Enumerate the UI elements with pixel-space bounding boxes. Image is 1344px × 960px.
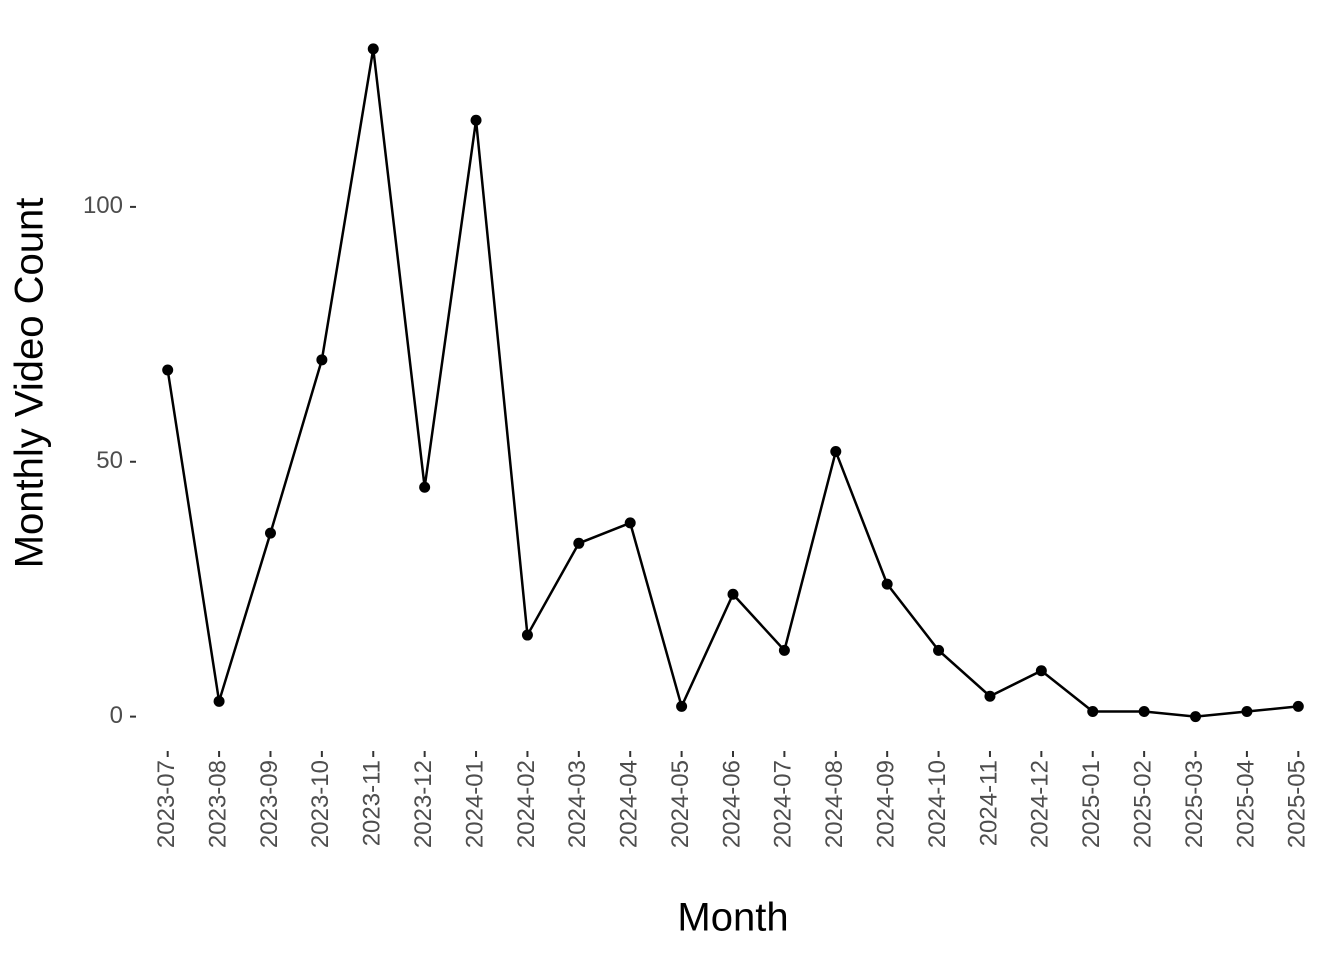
x-tick-label: 2025-01	[1078, 760, 1105, 848]
point	[1035, 665, 1047, 677]
y-tick-label: 100	[83, 192, 123, 219]
point	[316, 354, 328, 366]
point	[367, 43, 379, 55]
x-tick-label: 2024-03	[564, 760, 591, 848]
point	[521, 629, 533, 641]
point	[881, 578, 893, 590]
point	[933, 644, 945, 656]
x-tick-label: 2024-08	[821, 760, 848, 848]
x-tick-label: 2023-12	[410, 760, 437, 848]
point	[676, 700, 688, 712]
point	[624, 517, 636, 529]
point	[1190, 711, 1202, 723]
x-tick-label: 2024-11	[975, 760, 1002, 846]
x-tick-label: 2023-09	[256, 760, 283, 848]
point	[778, 644, 790, 656]
point	[1138, 706, 1150, 718]
point	[1087, 706, 1099, 718]
x-tick-label: 2024-01	[461, 760, 488, 848]
point	[1241, 706, 1253, 718]
x-tick-label: 2025-05	[1284, 760, 1311, 848]
x-tick-label: 2025-03	[1181, 760, 1208, 848]
x-tick-label: 2023-08	[204, 760, 231, 848]
x-tick-label: 2024-10	[924, 760, 951, 848]
x-tick-label: 2024-04	[616, 760, 643, 848]
y-tick-label: 0	[110, 702, 123, 729]
x-axis-title: Month	[677, 896, 788, 940]
point	[573, 537, 585, 549]
x-tick-label: 2023-07	[153, 760, 180, 848]
x-tick-label: 2024-09	[873, 760, 900, 848]
line	[166, 48, 1299, 718]
x-tick-label: 2024-07	[770, 760, 797, 848]
point	[727, 588, 739, 600]
x-tick-label: 2025-04	[1232, 760, 1259, 848]
x-tick-label: 2024-12	[1027, 760, 1054, 848]
point	[984, 690, 996, 702]
x-tick-label: 2025-02	[1129, 760, 1156, 848]
point	[1292, 700, 1304, 712]
x-tick-label: 2023-10	[307, 760, 334, 848]
point	[830, 446, 842, 458]
x-tick-label: 2023-11	[359, 760, 386, 846]
point	[419, 481, 431, 493]
point	[264, 527, 276, 539]
point	[162, 364, 174, 376]
x-tick-label: 2024-05	[667, 760, 694, 848]
x-tick-label: 2024-06	[718, 760, 745, 848]
point	[213, 695, 225, 707]
point	[470, 114, 482, 126]
y-tick-label: 50	[96, 447, 123, 474]
y-axis-title: Monthly Video Count	[8, 198, 52, 569]
x-tick-label: 2024-02	[513, 760, 540, 848]
